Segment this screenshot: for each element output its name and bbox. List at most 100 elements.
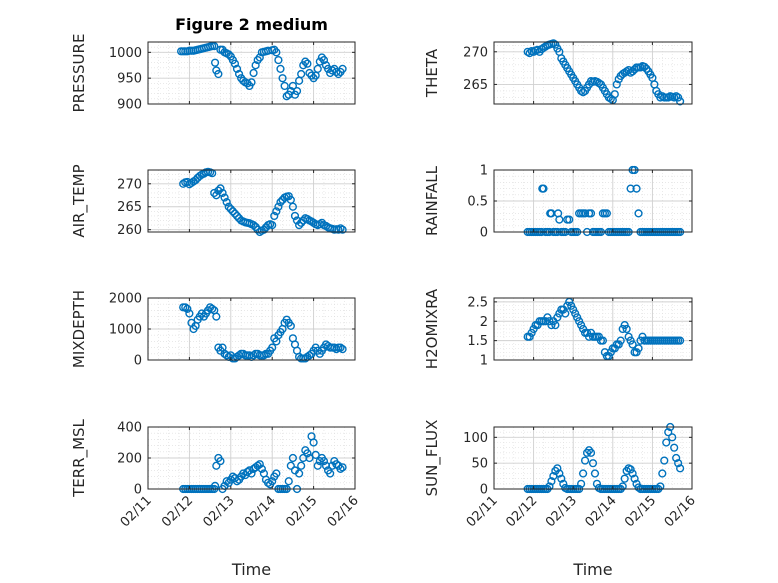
data-point — [303, 449, 312, 458]
data-point — [573, 313, 582, 322]
data-point — [268, 343, 277, 352]
axes-box — [493, 41, 693, 105]
data-point — [214, 69, 223, 79]
x-tick-label: 02/14 — [242, 493, 279, 530]
data-point — [676, 464, 685, 473]
y-tick-label: 1 — [480, 164, 488, 179]
data-point — [274, 202, 283, 211]
data-point — [553, 464, 562, 473]
data-point — [290, 211, 300, 221]
data-point — [338, 225, 347, 234]
data-point — [547, 477, 556, 486]
data-point — [551, 321, 560, 330]
data-point — [634, 209, 643, 218]
data-point — [232, 211, 242, 221]
x-tick-label: 02/11 — [464, 493, 501, 530]
y-tick-label: 260 — [117, 223, 142, 238]
data-point — [222, 351, 231, 360]
data-point — [332, 460, 341, 469]
data-point — [545, 317, 554, 326]
subplot-rainfall: 0 0.5 1 RAINFALL — [423, 164, 693, 241]
data-point — [212, 312, 221, 321]
data-point — [332, 67, 341, 77]
data-point — [598, 336, 608, 345]
data-point — [578, 469, 588, 478]
x-axis-label: Time — [572, 560, 612, 579]
y-tick-label: 1000 — [109, 46, 142, 61]
y-tick-label: 1000 — [109, 323, 142, 338]
data-point — [305, 453, 314, 463]
data-point — [319, 55, 329, 65]
data-point — [224, 202, 233, 211]
data-point — [297, 461, 306, 470]
data-point — [553, 313, 562, 322]
data-point — [226, 204, 235, 214]
data-point — [586, 448, 596, 457]
data-point — [610, 90, 619, 99]
data-point — [545, 482, 554, 491]
data-point — [295, 221, 304, 230]
y-axis-label: TERR_MSL — [70, 418, 89, 497]
data-point — [272, 469, 281, 478]
y-axis-label: THETA — [423, 48, 441, 98]
series-theta — [523, 39, 685, 106]
data-point — [183, 304, 192, 313]
y-tick-label: 270 — [463, 45, 488, 60]
data-point — [586, 209, 596, 218]
data-point — [214, 186, 223, 195]
data-point — [210, 188, 219, 198]
data-point — [658, 469, 667, 478]
x-tick-label: 02/15 — [622, 493, 659, 530]
data-point — [319, 457, 329, 466]
data-point — [541, 317, 550, 326]
data-point — [295, 469, 304, 478]
data-point — [259, 351, 269, 360]
data-point — [616, 336, 625, 345]
data-point — [670, 443, 679, 452]
data-point — [297, 218, 306, 227]
data-point — [668, 433, 677, 442]
y-tick-label: 265 — [463, 78, 488, 93]
data-point — [274, 55, 283, 65]
x-axis-label: Time — [231, 560, 271, 579]
data-point — [674, 93, 683, 102]
data-point — [280, 81, 289, 91]
data-point — [301, 57, 310, 66]
x-tick-label: 02/12 — [503, 493, 540, 530]
data-point — [624, 332, 633, 341]
y-tick-label: 50 — [471, 457, 488, 472]
y-tick-label: 950 — [117, 72, 142, 87]
x-tick-label: 02/13 — [543, 493, 580, 530]
data-point — [247, 78, 256, 87]
data-point — [547, 321, 556, 330]
y-tick-label: 100 — [463, 431, 488, 446]
subplot-pressure: 900 950 1000 PRESSURE — [70, 34, 356, 113]
data-point — [656, 482, 665, 491]
data-point — [230, 209, 240, 218]
data-point — [309, 438, 318, 447]
axes-box — [147, 41, 356, 105]
axes-box — [493, 426, 693, 490]
y-tick-label: 900 — [117, 98, 142, 113]
data-point — [311, 450, 320, 460]
data-point — [270, 211, 279, 221]
data-point — [676, 97, 685, 106]
data-point — [588, 459, 598, 468]
y-tick-label: 1 — [480, 354, 488, 369]
data-point — [282, 92, 291, 101]
data-point — [230, 59, 240, 68]
data-point — [216, 184, 225, 193]
y-tick-label: 2.5 — [467, 295, 488, 310]
data-point — [276, 198, 285, 207]
data-point — [563, 301, 572, 310]
data-point — [592, 479, 602, 488]
series-h2omixra — [523, 297, 685, 361]
data-point — [247, 469, 256, 478]
data-point — [618, 324, 627, 334]
data-point — [257, 464, 266, 473]
data-point — [620, 474, 629, 483]
data-point — [255, 53, 264, 62]
data-point — [338, 345, 347, 354]
